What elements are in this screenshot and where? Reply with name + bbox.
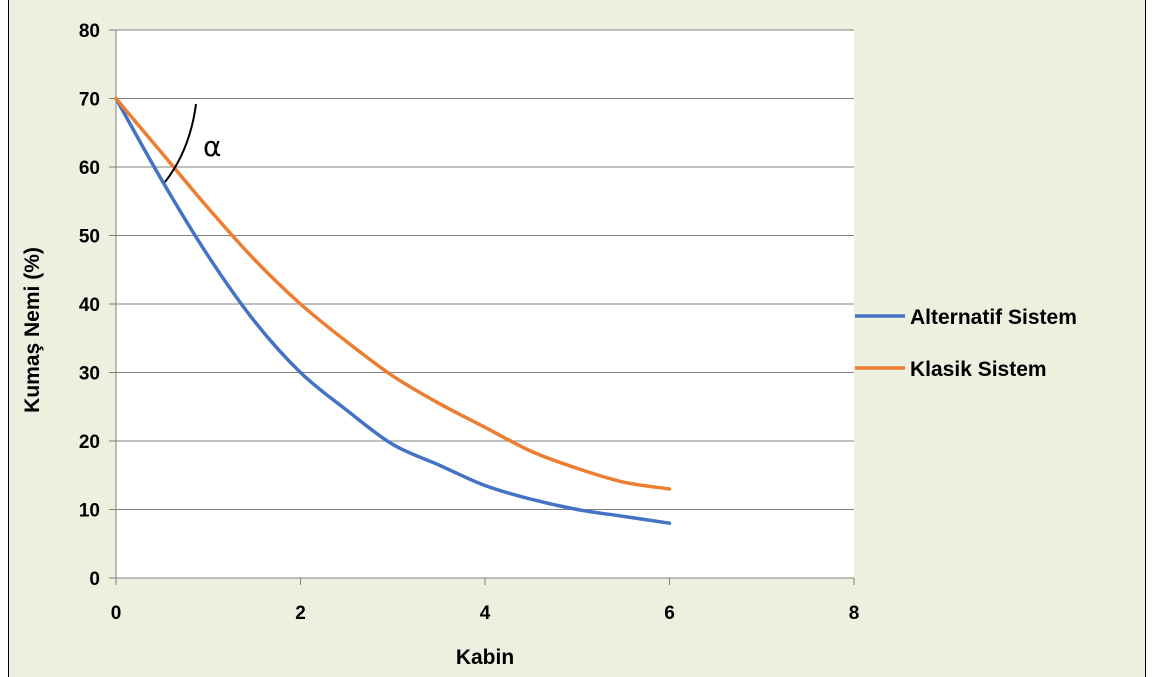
angle-annotation: α	[164, 103, 221, 183]
alpha-arc	[164, 103, 197, 183]
series-line-alternatif-sistem	[114, 96, 672, 525]
y-axis-title: Kumaş Nemi (%)	[21, 247, 44, 413]
y-tick-label: 50	[79, 227, 100, 248]
y-tick-label: 10	[79, 501, 100, 522]
x-tick-label: 2	[295, 603, 306, 624]
y-tick-label: 0	[89, 569, 100, 590]
series-line-klasik-sistem	[114, 96, 672, 491]
y-tick-label: 40	[79, 295, 100, 316]
legend: Alternatif Sistem Klasik Sistem	[855, 306, 1077, 381]
gridlines	[109, 29, 854, 579]
axes	[115, 30, 855, 585]
x-tick-label: 0	[111, 603, 122, 624]
y-tick-label: 80	[79, 21, 100, 42]
x-axis-title: Kabin	[456, 646, 514, 669]
y-tick-label: 30	[79, 364, 100, 385]
legend-label-klasik-sistem: Klasik Sistem	[910, 358, 1047, 381]
y-tick-label: 20	[79, 432, 100, 453]
x-tick-label: 4	[480, 603, 491, 624]
y-tick-label: 70	[79, 90, 100, 111]
series-lines	[114, 96, 672, 525]
y-tick-labels: 0 10 20 30 40 50 60 70 80	[79, 21, 100, 590]
x-tick-labels: 0 2 4 6 8	[111, 603, 860, 624]
x-tick-label: 8	[849, 603, 860, 624]
x-tick-label: 6	[664, 603, 675, 624]
alpha-label: α	[203, 130, 221, 163]
legend-label-alternatif-sistem: Alternatif Sistem	[910, 306, 1077, 329]
y-tick-label: 60	[79, 158, 100, 179]
